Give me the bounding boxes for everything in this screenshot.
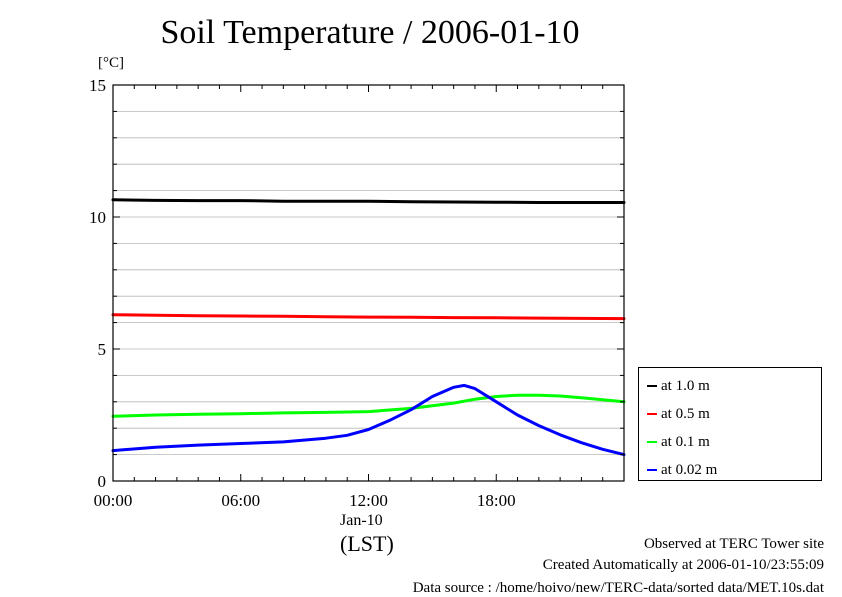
chart-title: Soil Temperature / 2006-01-10 — [160, 14, 580, 51]
legend-item: at 0.5 m — [639, 400, 821, 428]
series-line-1 — [111, 313, 626, 321]
y-axis-unit-label: [°C] — [98, 55, 124, 71]
y-tick-label: 15 — [89, 76, 106, 95]
legend-swatch — [647, 441, 657, 443]
footer-data-source: Data source : /home/hoivo/new/TERC-data/… — [412, 580, 824, 596]
legend-swatch — [647, 413, 657, 415]
x-axis-date-label: Jan-10 — [340, 512, 383, 529]
legend-label: at 0.02 m — [661, 461, 718, 478]
x-tick-label: 18:00 — [477, 491, 516, 510]
legend-label: at 0.5 m — [661, 405, 710, 422]
plot-frame — [112, 84, 625, 482]
grid-lines — [113, 111, 624, 456]
x-tick-label: 00:00 — [94, 491, 133, 510]
x-tick-label: 06:00 — [221, 491, 260, 510]
legend-label: at 1.0 m — [661, 377, 710, 394]
x-tick-label: 12:00 — [349, 491, 388, 510]
y-tick-label: 5 — [98, 340, 107, 359]
series-line-3 — [111, 383, 626, 457]
legend-swatch — [647, 469, 657, 471]
legend-swatch — [647, 385, 657, 387]
legend-item: at 1.0 m — [639, 372, 821, 400]
series-line-2 — [111, 393, 626, 418]
legend-item: at 0.02 m — [639, 456, 821, 484]
series-line-0 — [111, 198, 626, 204]
legend: at 1.0 m at 0.5 m at 0.1 m at 0.02 m — [638, 367, 822, 481]
y-tick-label: 0 — [98, 472, 107, 491]
series-layer — [111, 198, 626, 457]
footer-created-time: Created Automatically at 2006-01-10/23:5… — [542, 557, 824, 573]
footer-observed-site: Observed at TERC Tower site — [643, 536, 824, 552]
ticks: 0 5 10 15 00:00 06:00 12:00 18:00 — [89, 76, 625, 510]
y-tick-label: 10 — [89, 208, 106, 227]
legend-label: at 0.1 m — [661, 433, 710, 450]
x-axis-unit-label: (LST) — [340, 531, 394, 556]
legend-item: at 0.1 m — [639, 428, 821, 456]
